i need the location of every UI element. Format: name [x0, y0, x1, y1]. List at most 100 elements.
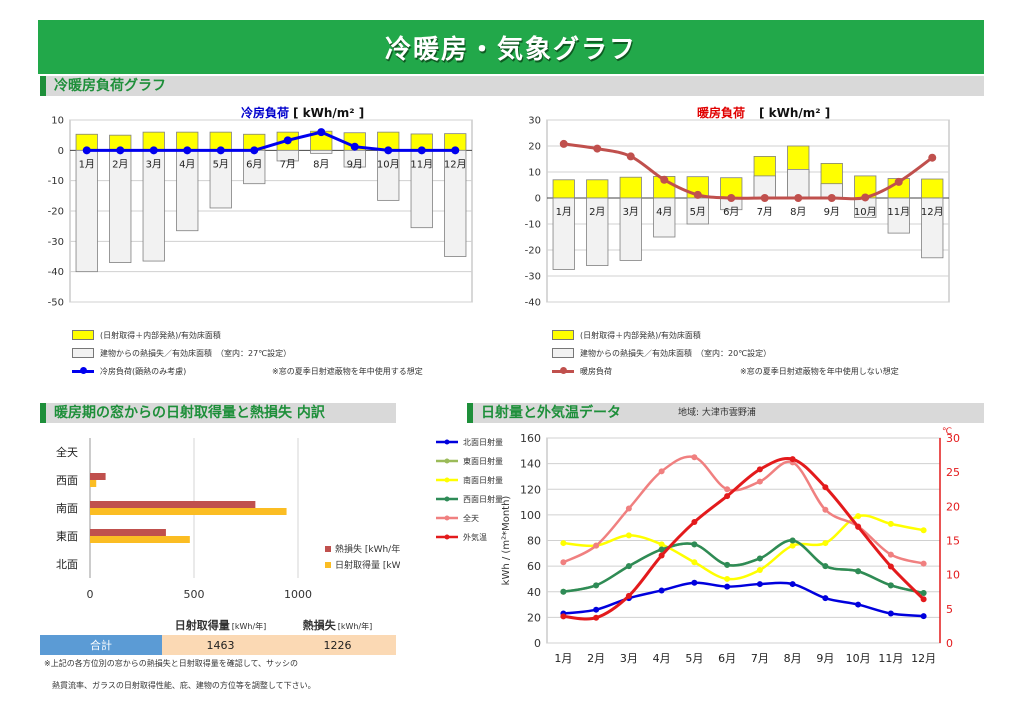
y-axis-label: kWh / (m²*Month) — [501, 496, 512, 586]
y-tick-label: 全天 — [56, 445, 78, 459]
footnote-line-2: 熱貫流率、ガラスの日射取得性能、庇、建物の方位等を調整して下さい。 — [52, 681, 316, 690]
weather-chart: 北面日射量東面日射量南面日射量西面日射量全天外気温020406080100120… — [436, 427, 960, 665]
heating-legend: (日射取得＋内部発熱)/有効床面積 建物からの熱損失／有効床面積 （室内：20℃… — [552, 326, 771, 380]
y-tick-label: 30 — [528, 116, 541, 127]
series-point — [887, 520, 894, 527]
heating-load-chart: 暖房負荷 [ kWh/m² ] -40 -30 -20 -10 0 10 20 30 1月 2月 3… — [525, 105, 950, 309]
legend-item-gain: (日射取得＋内部発熱)/有効床面積 — [552, 326, 771, 344]
cooling-load-chart: 冷房負荷 [ kWh/m² ] -50 -40 -30 -20 -10 0 10 1月 2月 3月… — [48, 105, 473, 309]
y-tick-label: 120 — [520, 483, 541, 496]
load-point — [350, 142, 359, 151]
legend-marker — [444, 477, 450, 483]
cooling-chart-title: 冷房負荷 — [241, 105, 289, 120]
legend-swatch — [325, 546, 331, 552]
summary-row-total: 合計 1463 1226 — [40, 635, 396, 655]
cooling-note: ※窓の夏季日射遮蔽物を年中使用する想定 — [272, 367, 423, 376]
load-point — [283, 136, 292, 145]
series-point — [724, 493, 731, 500]
x-tick-label: 2月 — [587, 652, 605, 665]
series-point — [920, 596, 927, 603]
load-point — [894, 177, 903, 186]
y2-tick-label: 20 — [946, 500, 960, 513]
load-point — [116, 146, 125, 155]
bar-loss — [653, 197, 676, 238]
series-point — [691, 559, 698, 566]
y2-tick-label: 5 — [946, 603, 953, 616]
series-point — [822, 563, 829, 570]
legend-marker — [444, 439, 450, 445]
x-tick-label: 10月 — [377, 158, 400, 170]
series-point — [822, 595, 829, 602]
bar-loss — [887, 197, 910, 234]
legend-label: 日射取得量 [kWh/年] — [335, 559, 400, 571]
y-tick-label: 80 — [527, 535, 541, 548]
y-tick-label: -10 — [525, 220, 541, 231]
x-tick-label: 9月 — [824, 206, 840, 218]
x-tick-label: 11月 — [887, 206, 910, 218]
summary-gain-value: 1463 — [162, 635, 279, 655]
x-tick-label: 1月 — [79, 158, 95, 170]
series-point — [560, 559, 567, 566]
x-tick-label: 9月 — [347, 158, 363, 170]
series-point — [625, 592, 632, 599]
x-tick-label: 7月 — [757, 206, 773, 218]
cooling-chart-unit: [ kWh/m² ] — [293, 106, 364, 120]
series-point — [920, 590, 927, 597]
x-tick-label: 2月 — [112, 158, 128, 170]
series-point — [691, 519, 698, 526]
y-tick-label: -10 — [48, 176, 64, 187]
y2-tick-label: 0 — [946, 637, 953, 650]
series-point — [756, 581, 763, 588]
y-tick-label: 20 — [528, 142, 541, 153]
series-point — [855, 568, 862, 575]
bar-loss — [787, 169, 810, 199]
y-tick-label: -40 — [525, 298, 541, 309]
x-tick-label: 8月 — [313, 158, 329, 170]
x-tick-label: 2月 — [589, 206, 605, 218]
bar-gain — [586, 179, 609, 199]
series-line — [562, 455, 924, 565]
series-point — [724, 486, 731, 493]
legend-marker — [444, 458, 450, 464]
x-tick-label: 4月 — [653, 652, 671, 665]
series-point — [789, 456, 796, 463]
load-point — [626, 152, 635, 161]
x-tick-label: 1月 — [556, 206, 572, 218]
section-heading-hvac: 冷暖房負荷グラフ — [40, 76, 984, 96]
y-tick-label: 100 — [520, 509, 541, 522]
x-tick-label: 11月 — [878, 652, 903, 665]
series-point — [724, 575, 731, 582]
summary-loss-value: 1226 — [279, 635, 396, 655]
legend-label: 冷房負荷(顕熱のみ考慮) — [100, 366, 187, 376]
page-title: 冷暖房・気象グラフ — [384, 34, 637, 65]
y-tick-label: 140 — [520, 458, 541, 471]
y2-tick-label: 30 — [946, 432, 960, 445]
series-line — [563, 457, 925, 621]
bar-gain — [619, 176, 642, 199]
y-tick-label: 北面 — [56, 558, 78, 571]
series-point — [560, 540, 567, 547]
bar-loss — [552, 197, 575, 270]
legend-label: 外気温 — [463, 532, 487, 542]
load-point — [727, 194, 736, 202]
series-point — [593, 614, 600, 621]
series-point — [855, 601, 862, 608]
bar-loss — [276, 149, 299, 162]
series-point — [887, 610, 894, 617]
load-point — [149, 146, 158, 155]
legend-swatch-yellow — [552, 330, 574, 340]
load-point — [183, 146, 192, 155]
x-tick-label: 3月 — [620, 652, 638, 665]
legend-label: 南面日射量 — [463, 475, 503, 485]
series-point — [887, 563, 894, 570]
series-point — [658, 552, 665, 559]
x-tick-label: 6月 — [246, 158, 262, 170]
legend-label: (日射取得＋内部発熱)/有効床面積 — [100, 330, 221, 340]
summary-total-label: 合計 — [40, 635, 162, 655]
series-point — [920, 527, 927, 534]
series-point — [822, 506, 829, 513]
series-point — [560, 588, 567, 595]
page-title-banner: 冷暖房・気象グラフ — [38, 20, 984, 74]
series-point — [756, 478, 763, 485]
y-tick-label: 0 — [58, 146, 64, 157]
